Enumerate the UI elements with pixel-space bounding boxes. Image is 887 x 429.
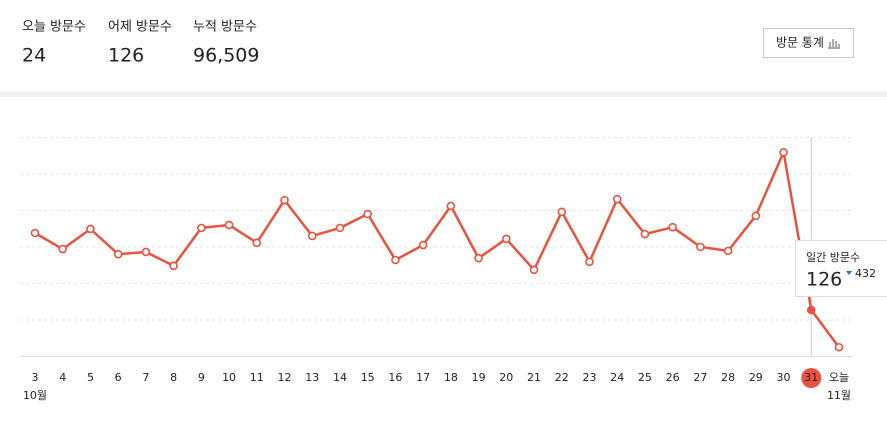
point xyxy=(224,220,234,230)
x-tick-label: 28 xyxy=(721,371,735,384)
month-label: 10월 xyxy=(23,389,47,402)
x-tick-label: 4 xyxy=(59,371,66,384)
point xyxy=(446,201,456,211)
down-arrow xyxy=(846,271,852,275)
button-icon xyxy=(828,39,840,49)
x-tick-label: 12 xyxy=(278,371,292,384)
tooltip-value: 126 xyxy=(806,269,842,291)
x-tick-label: 10 xyxy=(222,371,236,384)
point xyxy=(529,265,539,275)
x-tick-label: 24 xyxy=(610,371,624,384)
point xyxy=(418,240,428,250)
x-tick-label: 3 xyxy=(32,371,39,384)
stat-value: 126 xyxy=(108,45,144,67)
point xyxy=(113,249,123,259)
month-label: 11월 xyxy=(827,389,851,402)
button-label[interactable]: 방문 통계 xyxy=(776,36,824,50)
point xyxy=(30,228,40,238)
point xyxy=(557,207,567,217)
x-tick-label: 15 xyxy=(361,371,375,384)
x-tick-label: 19 xyxy=(472,371,486,384)
point xyxy=(141,247,151,257)
point xyxy=(363,209,372,219)
button-box[interactable] xyxy=(763,28,854,58)
stat-label: 누적 방문수 xyxy=(193,20,257,35)
stat-value: 96,509 xyxy=(193,45,259,67)
x-tick-label: 11 xyxy=(250,371,264,384)
highlight-badge xyxy=(801,368,822,388)
point xyxy=(474,253,483,263)
point xyxy=(668,222,677,232)
point xyxy=(86,224,95,234)
x-tick-label: 27 xyxy=(693,371,707,384)
point xyxy=(806,305,816,315)
tooltip: 일간 방문수 126 432 xyxy=(795,240,887,297)
x-tick-label: 6 xyxy=(115,371,122,384)
x-tick-label: 29 xyxy=(749,371,763,384)
point xyxy=(307,231,317,241)
point xyxy=(197,223,206,233)
x-tick-label: 16 xyxy=(388,371,402,384)
stat-value: 24 xyxy=(22,45,46,67)
point xyxy=(502,234,511,244)
point xyxy=(169,261,178,271)
x-tick-label: 31 xyxy=(804,371,818,384)
tooltip-box xyxy=(795,240,887,297)
point xyxy=(640,229,650,239)
x-tick-label: 26 xyxy=(666,371,680,384)
x-tick-label: 8 xyxy=(170,371,177,384)
x-tick-label: 14 xyxy=(333,371,347,384)
x-tick-label: 9 xyxy=(198,371,205,384)
x-tick-label: 23 xyxy=(582,371,596,384)
point xyxy=(252,238,262,248)
x-tick-label: 오늘 xyxy=(829,371,849,384)
x-tick-label: 7 xyxy=(142,371,149,384)
x-tick-label: 13 xyxy=(305,371,319,384)
divider xyxy=(0,91,887,97)
point xyxy=(723,246,733,256)
point xyxy=(751,211,761,221)
chart: 3 4 5 6 7 8 9 10 11 12 13 14 15 16 17 18 19 20 21 22 23 24 25 2… xyxy=(20,137,853,402)
stat-label: 어제 방문수 xyxy=(108,20,172,35)
point xyxy=(696,242,705,252)
stat-label: 오늘 방문수 xyxy=(22,20,86,35)
x-tick-label: 5 xyxy=(87,371,94,384)
x-tick-label: 30 xyxy=(777,371,791,384)
x-tick-label: 20 xyxy=(499,371,513,384)
x-tick-label: 22 xyxy=(555,371,569,384)
x-tick-label: 17 xyxy=(416,371,430,384)
tooltip-change: 432 xyxy=(855,267,876,280)
point xyxy=(585,257,594,267)
x-tick-label: 21 xyxy=(527,371,541,384)
line xyxy=(34,151,841,348)
point xyxy=(779,148,788,157)
point xyxy=(58,244,68,254)
point xyxy=(335,223,345,233)
point xyxy=(391,255,400,265)
x-tick-label: 18 xyxy=(444,371,458,384)
point xyxy=(834,342,844,352)
x-tick-label: 25 xyxy=(638,371,652,384)
button[interactable]: 방문 통계 xyxy=(763,28,854,58)
point xyxy=(612,194,622,204)
tooltip-label: 일간 방문수 xyxy=(806,250,860,264)
point xyxy=(280,195,289,205)
